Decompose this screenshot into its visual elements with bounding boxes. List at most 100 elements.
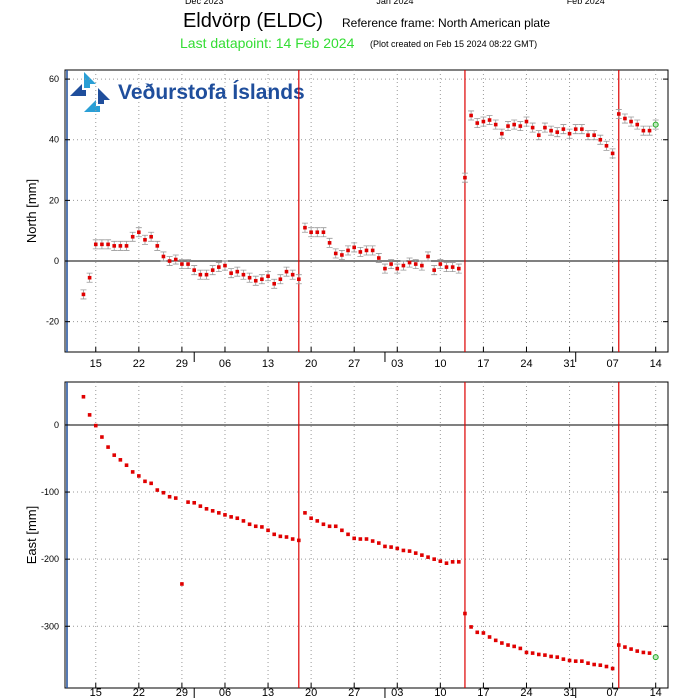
point: [407, 260, 412, 265]
point: [610, 666, 615, 671]
point: [383, 544, 387, 549]
point: [297, 538, 301, 543]
x-tick-label: 29: [176, 358, 188, 370]
point: [210, 268, 215, 272]
point: [155, 244, 160, 248]
x-tick-label: 24: [520, 358, 532, 370]
y-tick-label: -300: [41, 621, 59, 631]
x-tick-label: 20: [305, 358, 317, 370]
point: [616, 643, 621, 647]
point: [223, 263, 227, 268]
point: [327, 524, 332, 529]
x-tick-label: 27: [348, 358, 360, 370]
point: [432, 557, 436, 561]
point: [450, 560, 455, 564]
point: [518, 646, 523, 651]
point: [247, 275, 252, 280]
point: [536, 652, 541, 657]
point: [106, 445, 110, 449]
point: [524, 119, 529, 124]
point: [180, 582, 184, 586]
point: [389, 545, 393, 549]
point: [536, 133, 541, 137]
point: [229, 271, 233, 275]
point: [352, 245, 356, 250]
point: [598, 663, 603, 667]
point: [284, 269, 289, 274]
point: [586, 661, 590, 665]
point: [333, 251, 338, 256]
point: [143, 479, 147, 484]
x-tick-label: 10: [434, 687, 446, 699]
point: [543, 653, 547, 657]
point: [137, 474, 141, 478]
x-tick-label: 07: [606, 358, 618, 370]
y-tick-label: 40: [49, 135, 59, 145]
point: [235, 269, 240, 274]
x-tick-label: 20: [305, 687, 317, 699]
y-tick-label: 0: [54, 420, 59, 430]
point: [309, 516, 313, 521]
plot-frame: [64, 69, 669, 353]
point: [530, 125, 535, 130]
point: [309, 230, 313, 235]
point: [469, 113, 473, 118]
point: [217, 511, 221, 515]
point: [549, 654, 553, 659]
y-axis-label: North [mm]: [24, 179, 39, 243]
point: [450, 265, 455, 269]
point: [81, 394, 86, 399]
y-tick-label: 20: [49, 195, 59, 205]
point: [161, 254, 166, 259]
point: [352, 536, 356, 541]
x-tick-label: 14: [650, 358, 662, 370]
x-tick-label: 14: [650, 687, 662, 699]
point: [426, 254, 430, 259]
point: [100, 435, 104, 439]
point: [278, 277, 283, 282]
x-tick-label: 29: [176, 687, 188, 699]
point: [561, 657, 566, 661]
point: [481, 631, 486, 635]
point: [167, 494, 172, 499]
point: [506, 124, 510, 128]
x-tick-label: 13: [262, 358, 274, 370]
x-tick-label: 06: [219, 687, 231, 699]
point: [377, 541, 381, 545]
point: [469, 625, 473, 629]
point: [629, 119, 633, 124]
y-tick-label: -200: [41, 554, 59, 564]
point: [358, 537, 363, 541]
point: [260, 525, 264, 529]
point: [561, 127, 566, 131]
point: [623, 645, 627, 649]
point: [401, 263, 406, 268]
point: [395, 266, 400, 271]
point: [173, 257, 178, 262]
point: [346, 248, 350, 253]
point: [370, 539, 375, 543]
point: [241, 272, 246, 277]
point: [155, 488, 160, 492]
logo-arrow: [84, 100, 100, 112]
point: [217, 265, 221, 269]
x-tick-label: 03: [391, 687, 403, 699]
point: [555, 130, 560, 134]
point: [463, 175, 467, 180]
point: [241, 519, 246, 523]
point: [223, 513, 227, 517]
logo-text: Veðurstofa Íslands: [118, 81, 305, 104]
x-tick-label: 17: [477, 687, 489, 699]
point: [438, 559, 443, 563]
point: [500, 641, 504, 645]
point: [610, 151, 615, 156]
x-tick-label: 03: [391, 358, 403, 370]
logo-arrow: [84, 72, 96, 88]
point: [493, 122, 498, 127]
point: [112, 453, 117, 457]
point: [87, 275, 92, 280]
point: [586, 133, 590, 137]
month-label: Feb 2024: [567, 0, 605, 6]
point: [358, 250, 363, 254]
